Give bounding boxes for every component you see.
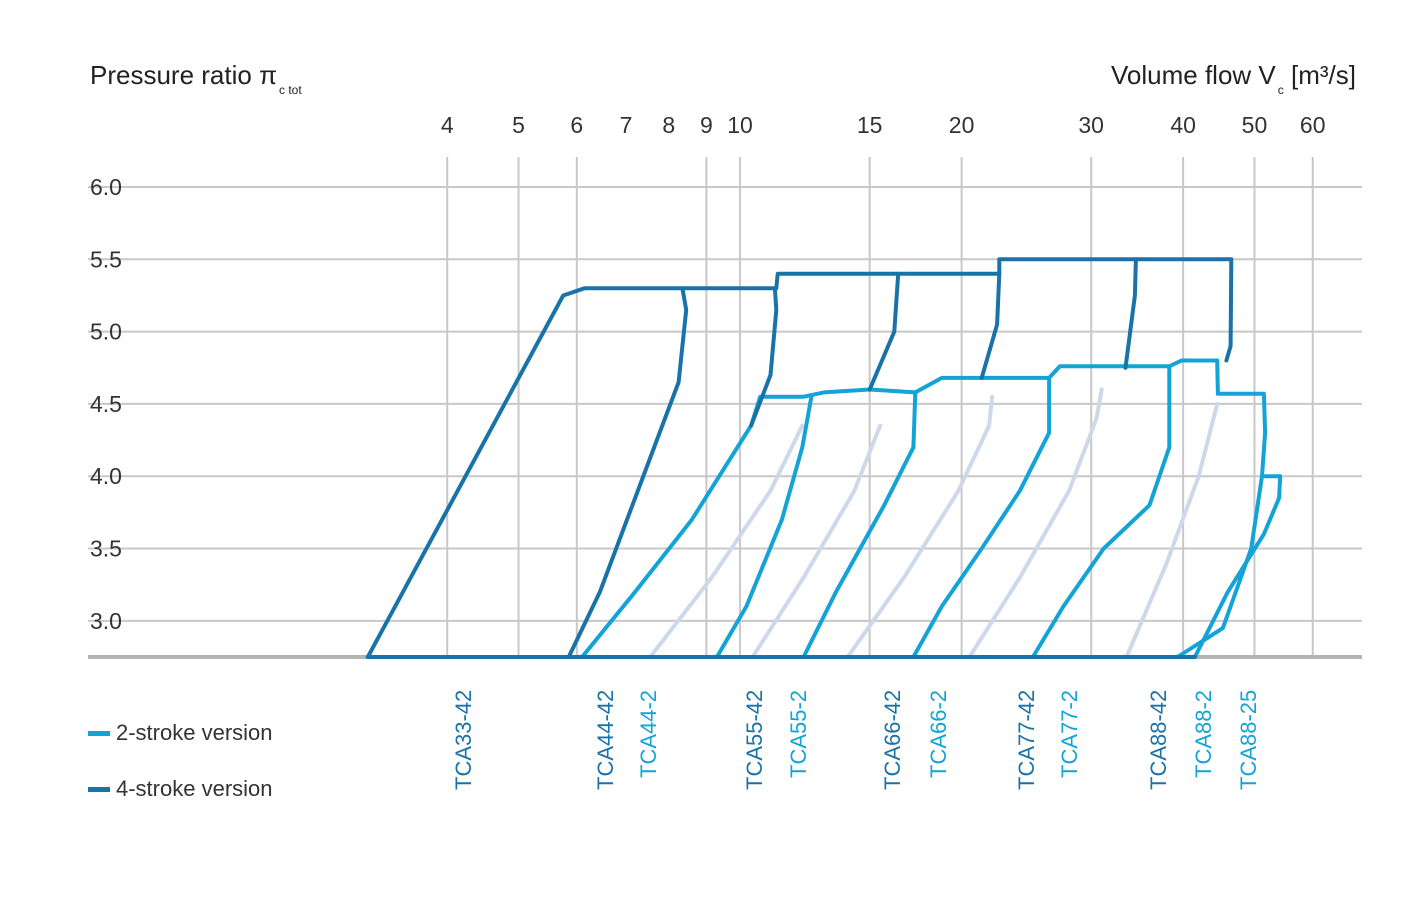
x-axis-title-subscript: c: [1277, 83, 1284, 97]
x-tick-label: 60: [1300, 112, 1326, 138]
x-tick-label: 50: [1242, 112, 1268, 138]
legend-item-2-stroke: 2-stroke version: [88, 720, 273, 746]
x-tick-label: 7: [620, 112, 633, 138]
x-tick-label: 9: [700, 112, 713, 138]
series-tca66-42: [896, 257, 1138, 370]
legend-swatch-4-stroke: [88, 786, 110, 792]
model-label-tca55-42: TCA55-42: [742, 689, 768, 790]
x-tick-label: 8: [662, 112, 675, 138]
series-tca33-42: [365, 286, 689, 659]
series-faint-88: [1124, 401, 1220, 659]
model-label-tca44-2: TCA44-2: [636, 689, 662, 778]
series-tca66-2-body: [801, 390, 918, 659]
x-tick-label: 20: [949, 112, 975, 138]
model-label-tca66-42: TCA66-42: [880, 689, 906, 790]
y-tick-label: 5.0: [90, 319, 122, 345]
y-tick-label: 4.5: [90, 391, 122, 417]
series-tca88-2: [1030, 364, 1172, 659]
series-faint-55: [750, 423, 883, 659]
model-label-tca33-42: TCA33-42: [450, 689, 476, 790]
series-faint-66: [845, 394, 995, 659]
y-axis-title-subscript: c tot: [279, 83, 302, 97]
series-tca88-42: [1133, 257, 1234, 363]
model-label-tca88-25: TCA88-25: [1236, 689, 1261, 790]
model-label-tca77-2: TCA77-2: [1057, 689, 1083, 778]
series-tca77-42: [979, 271, 1002, 380]
model-label-tca77-42: TCA77-42: [1014, 689, 1040, 790]
legend-swatch-2-stroke: [88, 730, 110, 736]
y-tick-label: 3.5: [90, 536, 122, 562]
x-axis-unit: [m³/s]: [1291, 60, 1356, 90]
legend-label-4-stroke: 4-stroke version: [116, 776, 273, 801]
series-tca66-2: [913, 358, 1268, 659]
model-label-tca88-2: TCA88-2: [1190, 689, 1216, 778]
y-tick-label: 6.0: [90, 174, 122, 200]
x-tick-label: 5: [512, 112, 525, 138]
y-tick-label: 4.0: [90, 463, 122, 489]
model-label-tca55-2: TCA55-2: [786, 689, 812, 778]
x-tick-label: 4: [441, 112, 454, 138]
model-label-tca88-42: TCA88-42: [1146, 689, 1172, 790]
legend-label-2-stroke: 2-stroke version: [116, 720, 273, 745]
y-tick-label: 3.0: [90, 608, 122, 634]
x-tick-label: 10: [727, 112, 753, 138]
legend-item-4-stroke: 4-stroke version: [88, 776, 273, 802]
series-tca44-42: [680, 286, 779, 428]
series-tca88-25: [1192, 474, 1283, 659]
y-tick-label: 5.5: [90, 246, 122, 272]
x-tick-label: 6: [570, 112, 583, 138]
x-tick-label: 30: [1078, 112, 1104, 138]
model-label-tca66-2: TCA66-2: [926, 689, 952, 778]
x-tick-label: 40: [1170, 112, 1196, 138]
x-tick-label: 15: [857, 112, 883, 138]
series-faint-44: [648, 423, 805, 659]
y-axis-title-text: Pressure ratio π: [90, 60, 278, 90]
x-axis-title-text: Volume flow V: [1111, 60, 1276, 90]
series-tca55-2: [714, 394, 814, 659]
series-faint-77: [967, 387, 1104, 659]
model-label-tca44-42: TCA44-42: [592, 689, 618, 790]
series-tca77-2: [911, 375, 1052, 659]
